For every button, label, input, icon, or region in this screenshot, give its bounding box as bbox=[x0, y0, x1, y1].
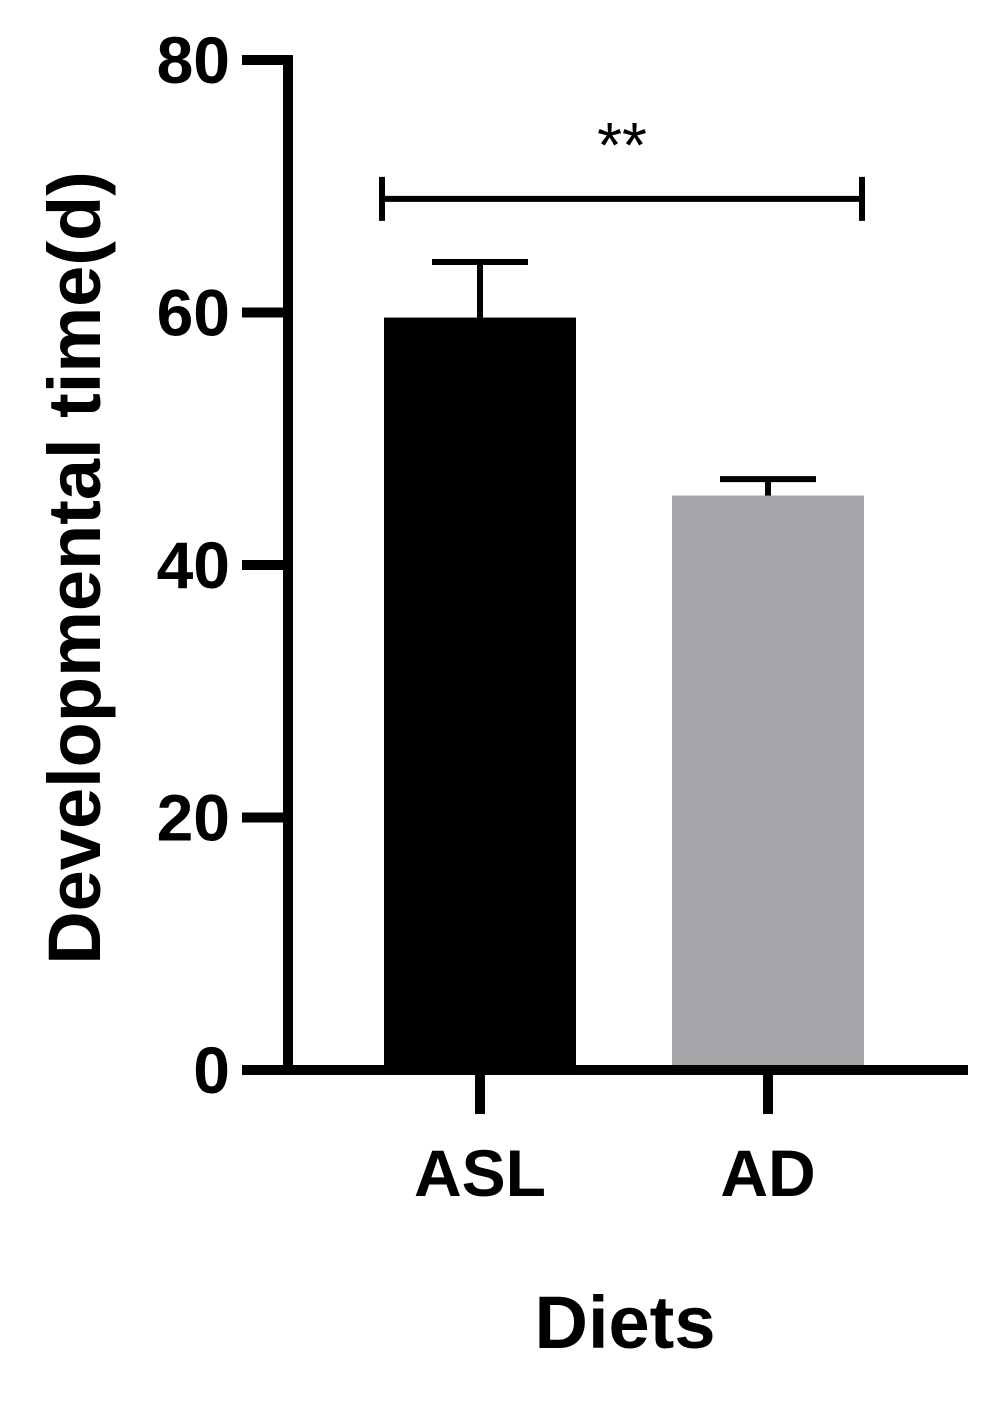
significance-label: ** bbox=[597, 109, 647, 181]
y-tick-label: 0 bbox=[193, 1033, 230, 1107]
y-axis-title: Developmental time(d) bbox=[33, 171, 116, 965]
bar-asl bbox=[384, 317, 576, 1070]
bar-ad bbox=[672, 495, 864, 1070]
y-tick-label: 20 bbox=[157, 781, 230, 855]
error-bars-layer bbox=[432, 259, 816, 496]
x-ticks-layer: ASL AD bbox=[414, 1070, 816, 1210]
significance-layer: ** bbox=[379, 109, 865, 221]
y-tick-label: 60 bbox=[157, 276, 230, 350]
bars-layer bbox=[384, 317, 864, 1070]
y-tick-label: 40 bbox=[157, 528, 230, 602]
x-axis-title: Diets bbox=[535, 1281, 716, 1364]
x-tick-label: ASL bbox=[414, 1136, 546, 1210]
y-ticks-layer: 0 20 40 60 80 bbox=[157, 23, 288, 1107]
x-tick-label: AD bbox=[720, 1136, 815, 1210]
y-tick-label: 80 bbox=[157, 23, 230, 97]
